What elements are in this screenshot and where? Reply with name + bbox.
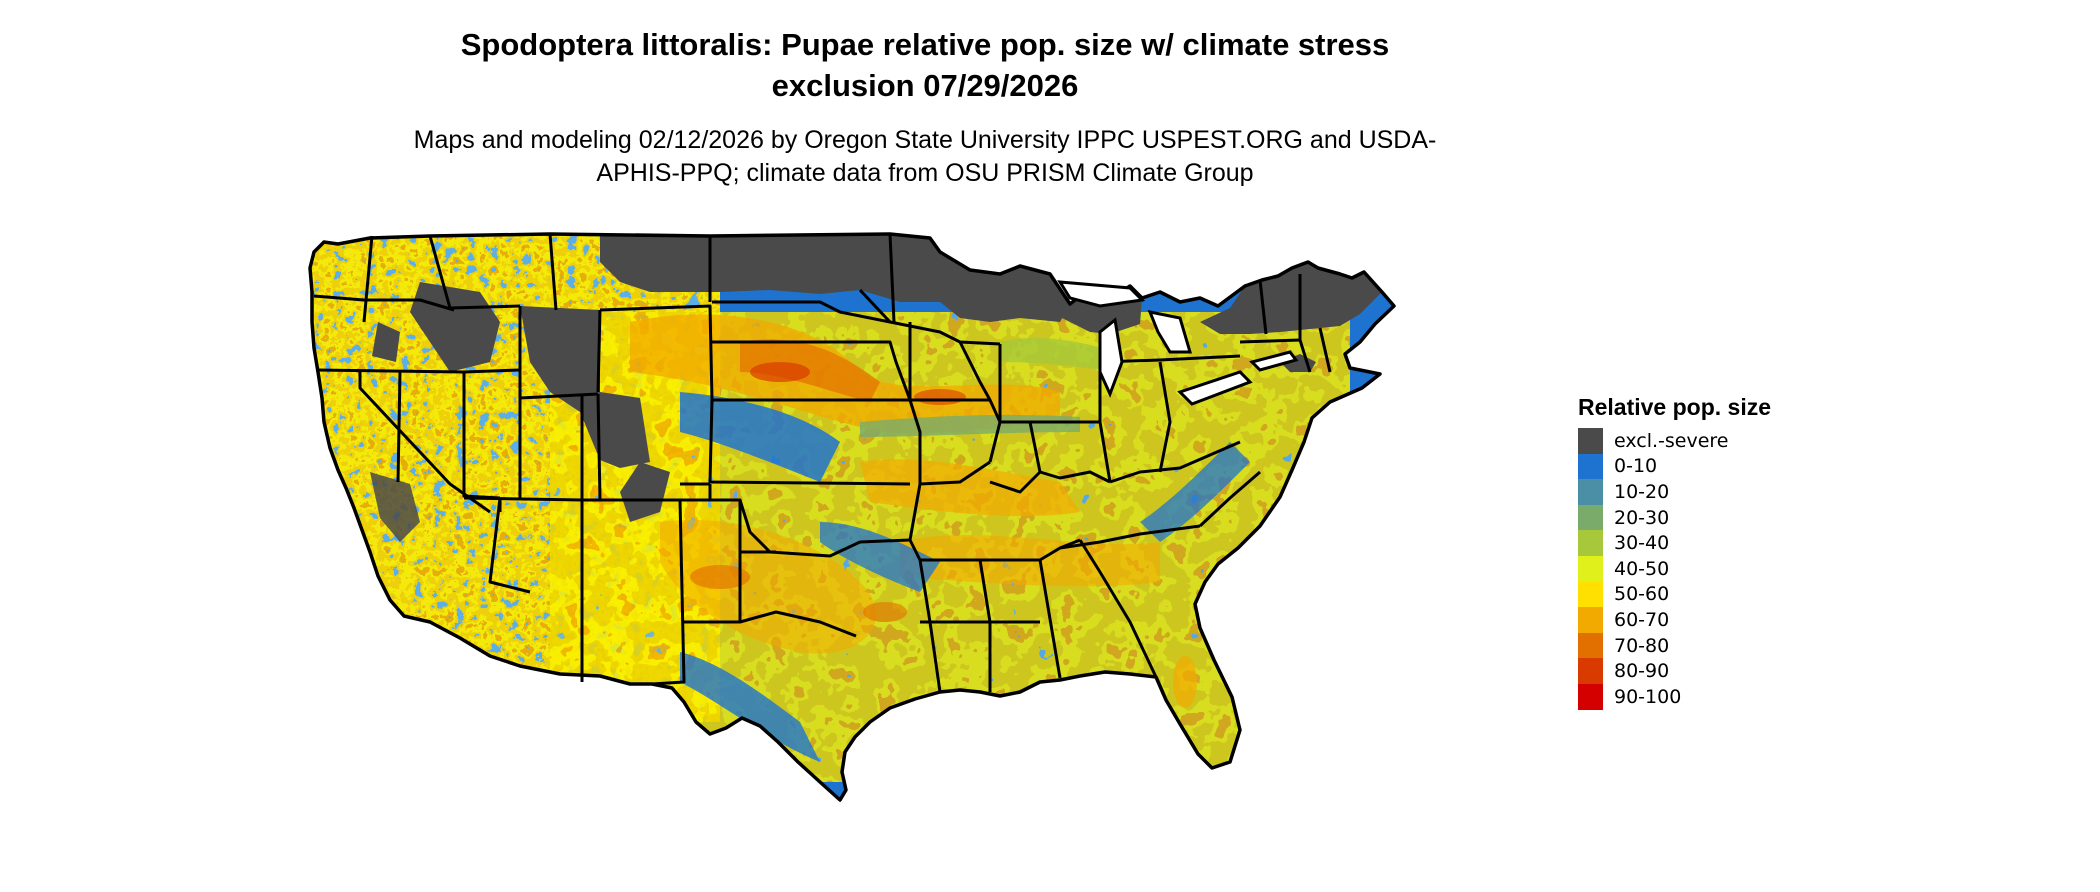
legend-title: Relative pop. size [1578,394,1772,420]
us-map [300,222,1550,892]
state-boundaries [313,233,1332,693]
legend-item: 10-20 [1578,479,1878,505]
legend-swatch [1578,453,1603,480]
legend-item: 20-30 [1578,504,1878,531]
map-subtitle: Maps and modeling 02/12/2026 by Oregon S… [413,126,1437,187]
legend-item: 60-70 [1578,607,1878,633]
legend-label: 80-90 [1614,660,1670,683]
legend-swatch [1578,607,1603,633]
map-title: Spodoptera littoralis: Pupae relative po… [460,27,1390,103]
legend-swatch [1578,581,1603,608]
legend-swatch [1578,530,1603,556]
legend-swatch [1578,683,1603,710]
legend-swatch [1578,479,1603,505]
population-raster [310,234,1394,800]
legend-label: 20-30 [1614,506,1670,529]
legend-label: 0-10 [1614,455,1658,478]
legend-swatch [1578,555,1603,582]
great-lakes [1057,280,1299,406]
legend-label: 60-70 [1614,608,1670,631]
legend-label: 10-20 [1614,480,1670,503]
legend-label: 40-50 [1614,557,1670,580]
legend-item: 90-100 [1578,683,1878,710]
legend-swatch [1578,658,1603,684]
legend-label: 30-40 [1614,532,1670,555]
legend-item: 0-10 [1578,453,1878,480]
legend-swatch [1578,632,1603,659]
legend-item: 50-60 [1578,581,1878,608]
legend-item: 70-80 [1578,632,1878,659]
legend-swatch [1578,428,1603,454]
legend-label: 90-100 [1614,685,1682,708]
map-legend: Relative pop. size excl.-severe 0-10 10-20… [1578,392,1878,710]
legend-item: 80-90 [1578,658,1878,684]
legend-swatch [1578,504,1603,531]
legend-label: excl.-severe [1614,429,1729,452]
legend-item: 30-40 [1578,530,1878,556]
legend-item: excl.-severe [1578,428,1878,454]
legend-item: 40-50 [1578,555,1878,582]
legend-label: 70-80 [1614,634,1670,657]
legend-label: 50-60 [1614,583,1670,606]
legend-items: excl.-severe 0-10 10-20 20-30 30-40 40-50 50-6… [1578,428,1878,710]
